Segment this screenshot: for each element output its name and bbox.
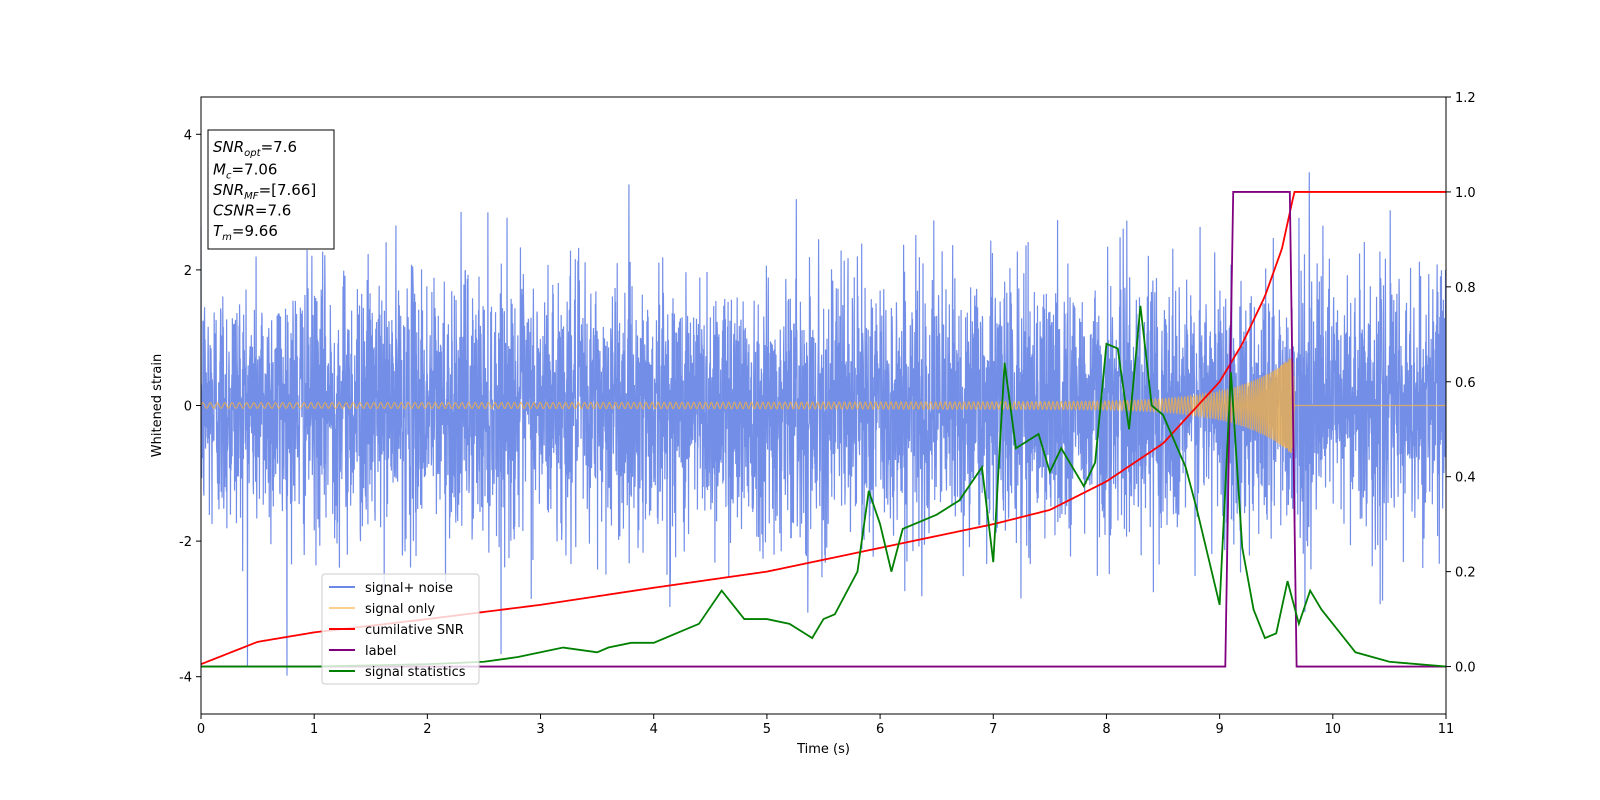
info-line-snr-mf: SNRMF=[7.66]	[213, 181, 316, 202]
legend-label: signal only	[365, 602, 435, 617]
y-left-tick-label: 0	[184, 400, 192, 415]
legend-frame	[321, 573, 480, 685]
legend-label: label	[365, 644, 396, 659]
y-right-tick-label: 1.2	[1455, 91, 1476, 106]
x-tick-label: 4	[650, 722, 658, 737]
info-line-m-c: Mc=7.06	[213, 161, 277, 182]
y-axis-label: Whitened strain	[150, 354, 165, 457]
axes: 0 1 2 3 4 5 6 7 8 9 10 11 -4 -2 0 2 4 0.0 0.2 0.4 0.6 0.8 1.0 1…	[150, 91, 1476, 757]
series-signal-only	[201, 358, 1446, 453]
series-signal-plus-noise	[201, 172, 1446, 676]
x-tick-label: 2	[423, 722, 431, 737]
x-tick-label: 8	[1102, 722, 1110, 737]
label-line	[201, 191, 1446, 668]
x-tick-label: 0	[197, 722, 205, 737]
y-right-tick-label: 0.2	[1455, 566, 1476, 581]
legend-item-label: label	[329, 644, 396, 659]
y-right-tick-label: 0.4	[1455, 471, 1476, 486]
x-tick-label: 3	[536, 722, 544, 737]
signal-only-line	[201, 358, 1446, 453]
legend-item-cumilative-snr: cumilative SNR	[329, 623, 464, 638]
x-tick-label: 7	[989, 722, 997, 737]
x-tick-label: 10	[1325, 722, 1342, 737]
legend-label: signal statistics	[365, 665, 466, 680]
x-axis-label: Time (s)	[796, 742, 850, 757]
x-tick-label: 6	[876, 722, 884, 737]
legend-label: cumilative SNR	[365, 623, 464, 638]
x-tick-label: 5	[763, 722, 771, 737]
x-tick-label: 9	[1215, 722, 1223, 737]
y-left-tick-label: -2	[179, 535, 192, 550]
y-left-tick-label: 2	[184, 264, 192, 279]
info-box-frame	[207, 129, 335, 250]
signal-plus-noise-line	[201, 172, 1446, 676]
info-line-csnr: CSNR=7.6	[213, 202, 291, 220]
info-line-t-m: Tm=9.66	[213, 222, 278, 243]
x-tick-label: 11	[1438, 722, 1455, 737]
y-right-tick-label: 1.0	[1455, 186, 1476, 201]
y-right-tick-label: 0.0	[1455, 661, 1476, 676]
y-left-tick-label: 4	[184, 128, 192, 143]
legend: signal+ noise signal only cumilative SNR la…	[321, 573, 480, 685]
y-left-tick-label: -4	[179, 671, 192, 686]
y-right-tick-label: 0.6	[1455, 376, 1476, 391]
info-line-snr-opt: SNRopt=7.6	[213, 138, 297, 159]
legend-item-signal-statistics: signal statistics	[329, 665, 466, 680]
x-tick-label: 1	[310, 722, 318, 737]
legend-item-signal-plus-noise: signal+ noise	[329, 581, 453, 596]
legend-item-signal-only: signal only	[329, 602, 435, 617]
legend-label: signal+ noise	[365, 581, 453, 596]
signal-statistics-line	[201, 305, 1446, 668]
y-right-tick-label: 0.8	[1455, 281, 1476, 296]
